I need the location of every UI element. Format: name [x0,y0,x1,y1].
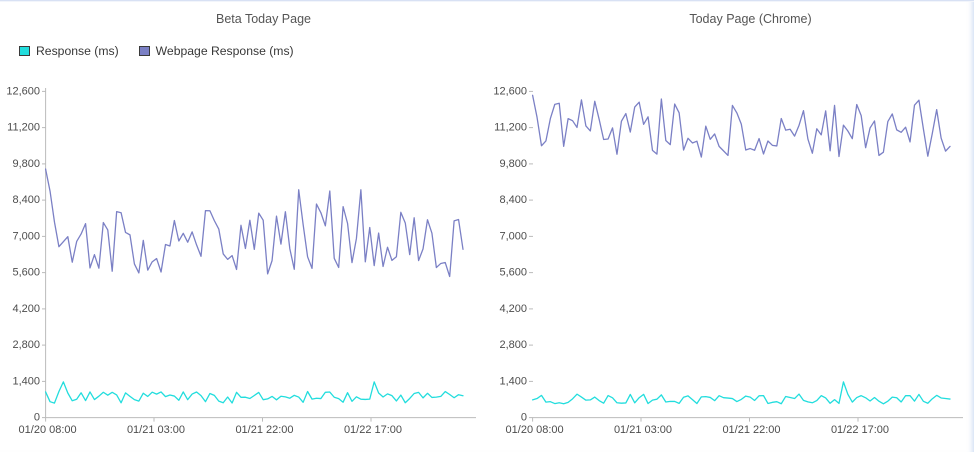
svg-text:01/22 17:00: 01/22 17:00 [344,424,402,436]
svg-text:0: 0 [521,412,527,424]
svg-text:7,000: 7,000 [12,230,40,242]
svg-text:8,400: 8,400 [12,194,40,206]
svg-text:11,200: 11,200 [494,122,527,134]
svg-text:01/21 22:00: 01/21 22:00 [235,424,293,436]
svg-text:9,800: 9,800 [12,158,40,170]
svg-text:01/20 08:00: 01/20 08:00 [19,424,77,436]
svg-text:2,800: 2,800 [12,339,40,351]
svg-text:01/22 17:00: 01/22 17:00 [831,424,889,436]
svg-text:1,400: 1,400 [12,375,40,387]
svg-text:0: 0 [34,412,40,424]
svg-text:9,800: 9,800 [499,158,527,170]
svg-text:01/21 03:00: 01/21 03:00 [127,424,185,436]
svg-text:4,200: 4,200 [12,303,40,315]
svg-text:4,200: 4,200 [499,303,527,315]
svg-text:5,600: 5,600 [12,267,40,279]
svg-text:11,200: 11,200 [7,122,40,134]
svg-text:01/21 03:00: 01/21 03:00 [614,424,672,436]
svg-text:5,600: 5,600 [499,267,527,279]
svg-text:1,400: 1,400 [499,375,527,387]
svg-text:01/20 08:00: 01/20 08:00 [506,424,564,436]
svg-text:2,800: 2,800 [499,339,527,351]
svg-text:12,600: 12,600 [6,85,40,97]
svg-text:01/21 22:00: 01/21 22:00 [722,424,780,436]
svg-text:12,600: 12,600 [493,85,527,97]
svg-text:7,000: 7,000 [499,230,527,242]
svg-text:8,400: 8,400 [499,194,527,206]
